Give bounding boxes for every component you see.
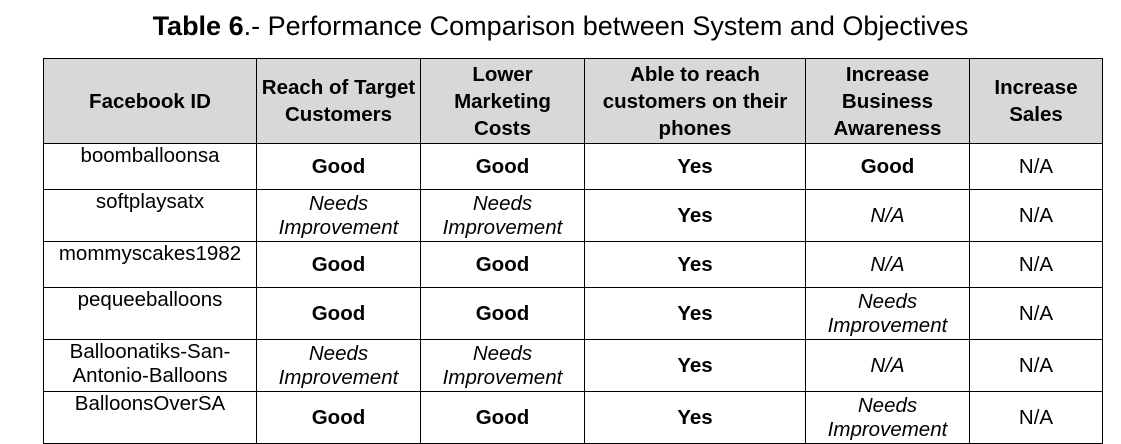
phones-cell: Yes (584, 287, 806, 340)
header-lower-marketing-costs: Lower Marketing Costs (420, 58, 585, 144)
table-row: pequeeballoons Good Good Yes Needs Impro… (43, 287, 1103, 340)
sales-cell: N/A (969, 241, 1103, 288)
costs-cell: Needs Improvement (420, 339, 585, 392)
header-row: Facebook ID Reach of Target Customers Lo… (43, 58, 1103, 144)
costs-cell: Good (420, 391, 585, 444)
phones-cell: Yes (584, 241, 806, 288)
performance-table: Facebook ID Reach of Target Customers Lo… (43, 58, 1103, 444)
sales-cell: N/A (969, 287, 1103, 340)
awareness-cell: N/A (805, 339, 970, 392)
reach-cell: Good (256, 391, 421, 444)
costs-cell: Good (420, 143, 585, 190)
awareness-cell: Needs Improvement (805, 287, 970, 340)
awareness-cell: N/A (805, 241, 970, 288)
header-reach-customers-on-phones: Able to reach customers on their phones (584, 58, 806, 144)
awareness-cell: Good (805, 143, 970, 190)
table-row: softplaysatx Needs Improvement Needs Imp… (43, 189, 1103, 242)
costs-cell: Needs Improvement (420, 189, 585, 242)
table-row: mommyscakes1982 Good Good Yes N/A N/A (43, 241, 1103, 288)
reach-cell: Needs Improvement (256, 189, 421, 242)
facebook-id-cell: mommyscakes1982 (43, 241, 257, 288)
header-increase-business-awareness: Increase Business Awareness (805, 58, 970, 144)
facebook-id-cell: boomballoonsa (43, 143, 257, 190)
awareness-cell: N/A (805, 189, 970, 242)
table-caption: Table 6.- Performance Comparison between… (0, 8, 1121, 44)
phones-cell: Yes (584, 391, 806, 444)
costs-cell: Good (420, 287, 585, 340)
header-reach-of-target-customers: Reach of Target Customers (256, 58, 421, 144)
header-facebook-id: Facebook ID (43, 58, 257, 144)
reach-cell: Good (256, 241, 421, 288)
facebook-id-cell: softplaysatx (43, 189, 257, 242)
costs-cell: Good (420, 241, 585, 288)
caption-label: Table 6 (152, 11, 244, 41)
phones-cell: Yes (584, 339, 806, 392)
facebook-id-cell: BalloonsOverSA (43, 391, 257, 444)
facebook-id-cell: pequeeballoons (43, 287, 257, 340)
phones-cell: Yes (584, 143, 806, 190)
sales-cell: N/A (969, 339, 1103, 392)
reach-cell: Needs Improvement (256, 339, 421, 392)
table-row: boomballoonsa Good Good Yes Good N/A (43, 143, 1103, 190)
header-increase-sales: Increase Sales (969, 58, 1103, 144)
awareness-cell: Needs Improvement (805, 391, 970, 444)
facebook-id-cell: Balloonatiks-San-Antonio-Balloons (43, 339, 257, 392)
table-row: Balloonatiks-San-Antonio-Balloons Needs … (43, 339, 1103, 392)
table-row: BalloonsOverSA Good Good Yes Needs Impro… (43, 391, 1103, 444)
reach-cell: Good (256, 287, 421, 340)
phones-cell: Yes (584, 189, 806, 242)
sales-cell: N/A (969, 143, 1103, 190)
caption-text: .- Performance Comparison between System… (243, 11, 969, 41)
reach-cell: Good (256, 143, 421, 190)
sales-cell: N/A (969, 391, 1103, 444)
sales-cell: N/A (969, 189, 1103, 242)
